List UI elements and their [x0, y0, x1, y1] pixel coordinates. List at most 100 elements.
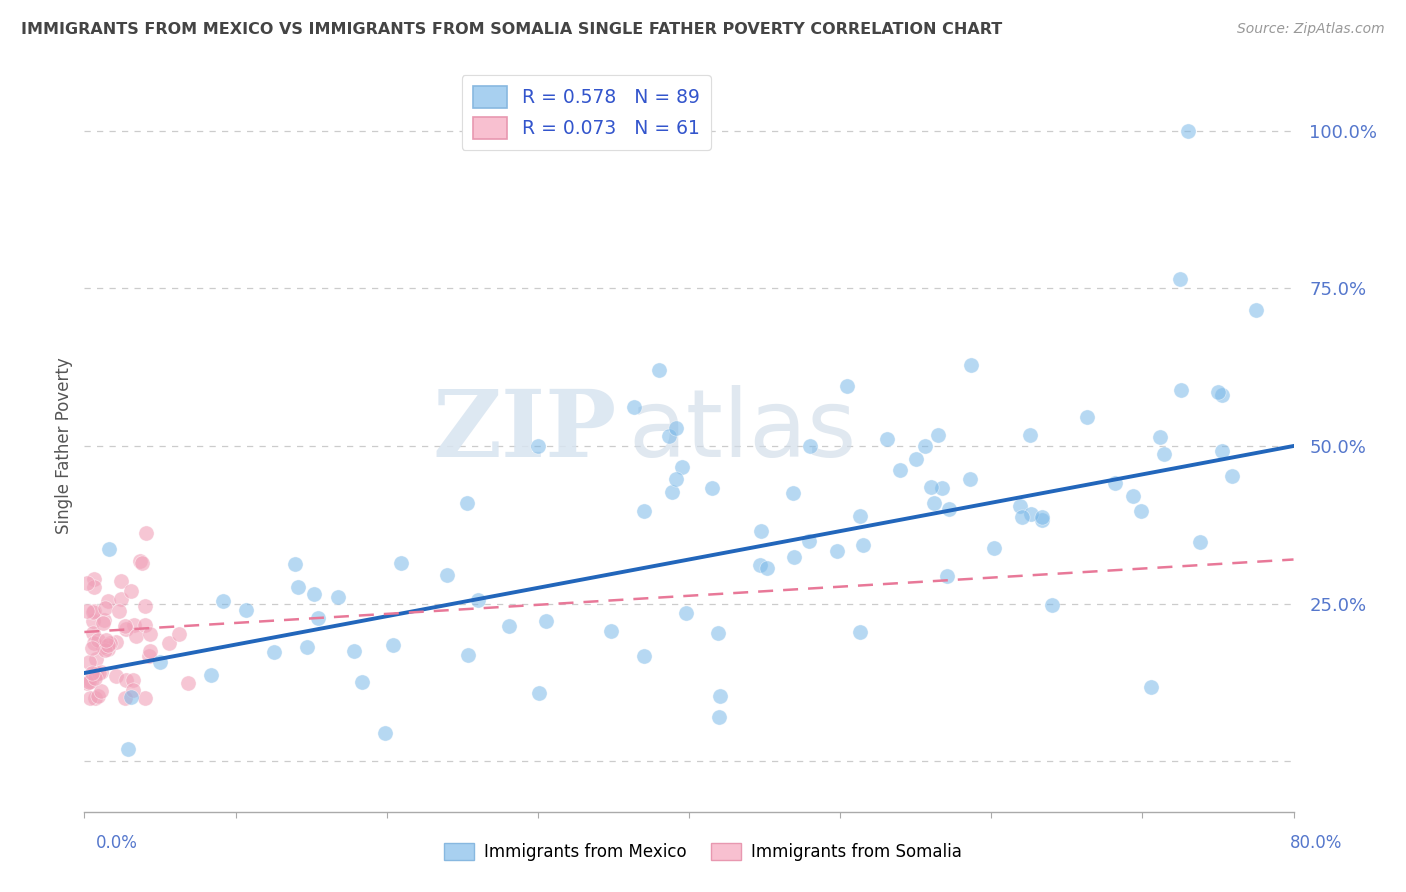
Point	[749, 524, 772, 538]
Point	[904, 451, 927, 466]
Point	[382, 638, 405, 652]
Point	[120, 690, 142, 704]
Point	[665, 421, 688, 435]
Point	[87, 633, 110, 648]
Point	[1170, 383, 1192, 397]
Point	[326, 590, 349, 604]
Point	[927, 427, 949, 442]
Point	[799, 439, 821, 453]
Point	[1153, 447, 1175, 461]
Point	[983, 541, 1005, 556]
Point	[1220, 468, 1243, 483]
Point	[527, 439, 550, 453]
Point	[120, 584, 142, 599]
Point	[82, 614, 104, 628]
Point	[457, 648, 479, 662]
Point	[82, 641, 104, 656]
Point	[709, 710, 731, 724]
Point	[157, 635, 180, 649]
Point	[114, 673, 136, 687]
Point	[84, 691, 107, 706]
Point	[852, 538, 875, 552]
Point	[920, 479, 942, 493]
Point	[121, 683, 143, 698]
Point	[139, 644, 162, 658]
Point	[121, 673, 143, 687]
Point	[623, 401, 645, 415]
Text: 80.0%: 80.0%	[1291, 834, 1343, 852]
Legend: R = 0.578   N = 89, R = 0.073   N = 61: R = 0.578 N = 89, R = 0.073 N = 61	[461, 75, 710, 150]
Point	[876, 432, 898, 446]
Point	[1177, 124, 1199, 138]
Point	[671, 460, 693, 475]
Point	[782, 486, 804, 500]
Point	[212, 593, 235, 607]
Point	[138, 648, 160, 663]
Point	[76, 603, 98, 617]
Point	[675, 606, 697, 620]
Point	[77, 655, 100, 669]
Point	[1011, 510, 1033, 524]
Point	[1008, 500, 1031, 514]
Point	[1149, 430, 1171, 444]
Point	[343, 644, 366, 658]
Point	[104, 668, 127, 682]
Point	[135, 526, 157, 541]
Point	[98, 541, 121, 556]
Point	[633, 503, 655, 517]
Point	[98, 636, 121, 650]
Point	[307, 610, 329, 624]
Point	[83, 580, 105, 594]
Point	[1168, 272, 1191, 286]
Point	[79, 691, 101, 706]
Point	[1188, 535, 1211, 549]
Point	[1211, 444, 1233, 458]
Point	[139, 626, 162, 640]
Text: Source: ZipAtlas.com: Source: ZipAtlas.com	[1237, 22, 1385, 37]
Point	[936, 568, 959, 582]
Point	[600, 624, 623, 638]
Point	[235, 603, 257, 617]
Point	[889, 463, 911, 477]
Point	[115, 623, 138, 637]
Text: 0.0%: 0.0%	[96, 834, 138, 852]
Point	[97, 638, 120, 652]
Point	[709, 689, 731, 703]
Point	[110, 592, 132, 607]
Point	[149, 655, 172, 669]
Point	[527, 686, 550, 700]
Point	[938, 501, 960, 516]
Point	[436, 567, 458, 582]
Point	[658, 429, 681, 443]
Point	[86, 666, 108, 681]
Point	[167, 627, 190, 641]
Text: ZIP: ZIP	[432, 386, 616, 476]
Legend: Immigrants from Mexico, Immigrants from Somalia: Immigrants from Mexico, Immigrants from …	[437, 836, 969, 868]
Point	[134, 617, 156, 632]
Point	[782, 550, 804, 565]
Point	[117, 741, 139, 756]
Point	[82, 605, 104, 619]
Point	[456, 496, 478, 510]
Point	[1076, 410, 1098, 425]
Point	[110, 574, 132, 589]
Point	[914, 439, 936, 453]
Point	[284, 558, 307, 572]
Point	[287, 580, 309, 594]
Point	[467, 593, 489, 607]
Point	[94, 632, 117, 647]
Point	[77, 675, 100, 690]
Point	[79, 674, 101, 689]
Point	[1019, 508, 1042, 522]
Point	[82, 626, 104, 640]
Point	[1019, 428, 1042, 442]
Point	[125, 629, 148, 643]
Point	[960, 359, 983, 373]
Point	[90, 665, 112, 680]
Point	[84, 671, 107, 685]
Point	[374, 726, 396, 740]
Point	[83, 635, 105, 649]
Point	[84, 651, 107, 665]
Point	[924, 496, 946, 510]
Point	[134, 691, 156, 706]
